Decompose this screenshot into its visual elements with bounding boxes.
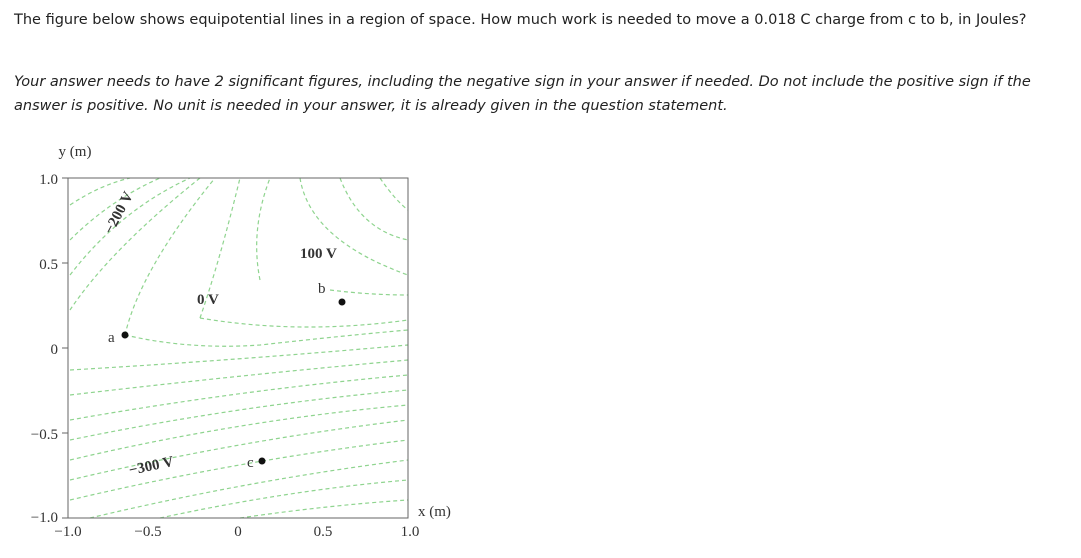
x-tick-label: 0.5 [314,524,333,540]
x-tick-label: 0 [234,524,242,540]
y-tick-label: 0 [51,342,59,358]
y-tick-label: −0.5 [31,427,58,443]
point-a [121,331,129,339]
point-c [258,457,266,465]
y-tick-label: 0.5 [39,257,58,273]
point-b [338,298,346,306]
point-label: c [247,455,254,471]
y-axis-label: y (m) [59,144,92,160]
x-tick-label: 1.0 [401,524,420,540]
x-tick-label: −0.5 [134,524,161,540]
potential-label: 100 V [300,246,337,262]
question-text: The figure below shows equipotential lin… [14,12,1027,28]
point-label: a [108,330,115,346]
y-tick-label: 1.0 [39,172,58,188]
ticks [62,177,68,519]
figure-bg [15,135,480,558]
x-tick-label: −1.0 [54,524,81,540]
x-axis-label: x (m) [418,504,451,520]
point-label: b [318,281,326,297]
potential-label: 0 V [197,292,219,308]
y-tick-label: −1.0 [31,510,58,526]
instructions: Your answer needs to have 2 significant … [14,74,1031,114]
equipotentials [69,177,409,519]
